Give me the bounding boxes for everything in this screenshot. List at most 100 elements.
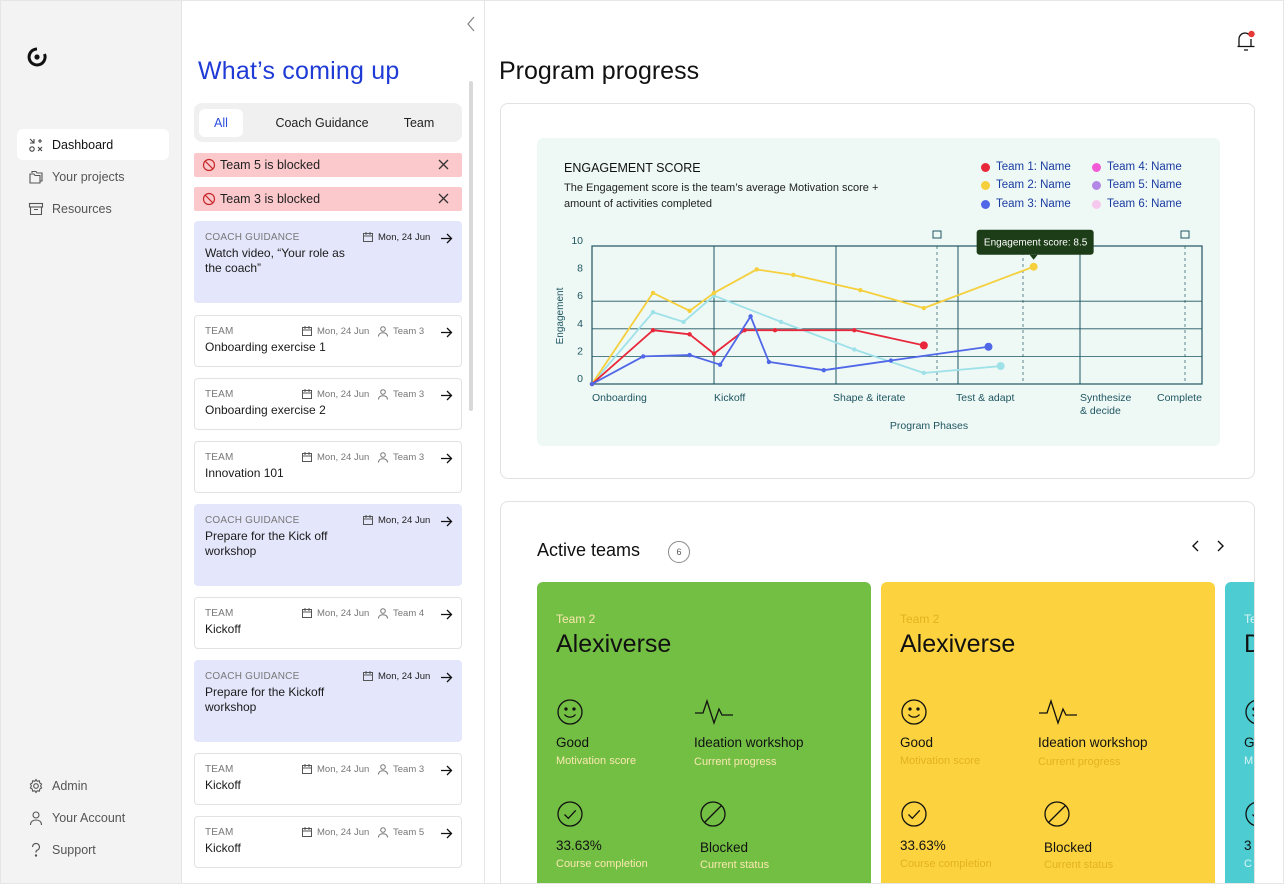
arrow-right-icon[interactable] <box>440 232 453 245</box>
data-point[interactable] <box>921 305 927 311</box>
date-text: Mon, 24 Jun <box>317 763 370 775</box>
tab-coach-guidance[interactable]: Coach Guidance <box>275 116 369 130</box>
coach-guidance-card[interactable]: COACH GUIDANCE Prepare for the Kick off w… <box>194 504 462 586</box>
ban-icon <box>202 158 216 172</box>
tab-all[interactable]: All <box>199 109 243 137</box>
arrow-right-icon[interactable] <box>440 452 453 465</box>
chevron-left-icon[interactable] <box>1189 538 1203 554</box>
coach-guidance-card[interactable]: COACH GUIDANCE Prepare for the Kickoff wo… <box>194 660 462 742</box>
sidebar-item-support[interactable]: Support <box>17 834 169 865</box>
progress-label: Current progress <box>694 756 777 768</box>
data-point[interactable] <box>687 332 692 337</box>
legend-item[interactable]: Team 4: Name <box>1092 161 1182 173</box>
coach-guidance-card[interactable]: COACH GUIDANCE Watch video, “Your role as… <box>194 221 462 303</box>
close-icon[interactable] <box>437 158 450 171</box>
sidebar-item-your-account[interactable]: Your Account <box>17 802 169 833</box>
legend-label: Team 1: Name <box>996 161 1071 173</box>
team-text: Team 3 <box>393 325 425 337</box>
data-point[interactable] <box>641 354 646 359</box>
data-point[interactable] <box>681 319 686 325</box>
series-line[interactable] <box>591 265 1034 385</box>
team-task-card[interactable]: TEAM Onboarding exercise 1 Mon, 24 Jun Team… <box>194 315 462 367</box>
team-task-card[interactable]: TEAM Kickoff Mon, 24 Jun Team 5 <box>194 816 462 868</box>
legend-item[interactable]: Team 3: Name <box>981 198 1071 210</box>
completion-label: Course completion <box>900 858 992 870</box>
team-task-card[interactable]: TEAM Kickoff Mon, 24 Jun Team 3 <box>194 753 462 805</box>
data-point[interactable] <box>1029 262 1038 271</box>
data-point[interactable] <box>791 272 796 278</box>
data-point[interactable] <box>766 359 772 365</box>
data-point[interactable] <box>754 267 759 272</box>
tab-team[interactable]: Team <box>403 116 435 130</box>
team-task-card[interactable]: TEAM Onboarding exercise 2 Mon, 24 Jun Team… <box>194 378 462 430</box>
motivation-value: G <box>1244 735 1255 750</box>
data-point[interactable] <box>858 287 863 293</box>
milestone-icon[interactable] <box>1180 230 1190 239</box>
arrow-right-icon[interactable] <box>440 326 453 339</box>
sidebar-item-resources[interactable]: Resources <box>17 193 169 224</box>
notification-bell-icon[interactable] <box>1235 29 1257 53</box>
sidebar-item-your-projects[interactable]: Your projects <box>17 161 169 192</box>
arrow-right-icon[interactable] <box>440 389 453 402</box>
close-icon[interactable] <box>437 192 450 205</box>
series-line[interactable] <box>591 329 925 385</box>
data-point[interactable] <box>919 341 928 350</box>
y-axis-label: Engagement <box>555 287 566 344</box>
arrow-right-icon[interactable] <box>440 827 453 840</box>
data-point[interactable] <box>921 370 927 376</box>
card-date: Mon, 24 Jun <box>362 231 430 243</box>
data-point[interactable] <box>711 290 717 296</box>
card-date: Mon, 24 Jun <box>362 514 430 526</box>
calendar-icon <box>302 827 312 837</box>
data-point[interactable] <box>711 351 717 356</box>
data-point[interactable] <box>748 314 753 319</box>
sidebar-item-dashboard[interactable]: Dashboard <box>17 129 169 160</box>
legend-label: Team 3: Name <box>996 198 1071 210</box>
data-point[interactable] <box>717 362 723 367</box>
data-point[interactable] <box>852 347 857 352</box>
series-line[interactable] <box>591 315 989 385</box>
x-tick-label: Complete <box>1157 392 1202 404</box>
sidebar-item-admin[interactable]: Admin <box>17 770 169 801</box>
data-point[interactable] <box>996 362 1005 371</box>
milestone-icon[interactable] <box>932 230 942 239</box>
data-point[interactable] <box>778 319 784 325</box>
data-point[interactable] <box>888 358 894 363</box>
arrow-right-icon[interactable] <box>440 515 453 528</box>
folders-icon <box>29 170 43 184</box>
team-name: Alexiverse <box>900 630 1016 658</box>
team-text: Team 5 <box>393 826 425 838</box>
legend-item[interactable]: Team 2: Name <box>981 179 1071 191</box>
panel-scrollbar[interactable] <box>469 81 473 411</box>
data-point[interactable] <box>650 310 656 315</box>
data-point[interactable] <box>772 327 778 333</box>
chevron-right-icon[interactable] <box>1213 538 1227 554</box>
data-point[interactable] <box>589 381 595 387</box>
data-point[interactable] <box>650 290 656 296</box>
card-date: Mon, 24 Jun <box>362 670 430 682</box>
data-point[interactable] <box>984 342 993 351</box>
check-circle-icon <box>900 800 928 828</box>
team-card[interactable]: Team 2 Alexiverse Good Motivation score Idea… <box>881 582 1215 883</box>
series-line[interactable] <box>591 294 1001 385</box>
data-point[interactable] <box>650 327 656 333</box>
arrow-right-icon[interactable] <box>440 671 453 684</box>
data-point[interactable] <box>687 352 692 358</box>
team-card[interactable]: Team 2 Alexiverse Good Motivation score Idea… <box>537 582 871 883</box>
data-point[interactable] <box>687 308 692 314</box>
team-task-card[interactable]: TEAM Innovation 101 Mon, 24 Jun Team 3 <box>194 441 462 493</box>
legend-item[interactable]: Team 6: Name <box>1092 198 1182 210</box>
legend-item[interactable]: Team 1: Name <box>981 161 1071 173</box>
legend-item[interactable]: Team 5: Name <box>1092 179 1182 191</box>
user-icon <box>378 608 388 619</box>
arrow-right-icon[interactable] <box>440 608 453 621</box>
team-card[interactable]: Te D GM 3 C <box>1225 582 1255 883</box>
app-logo-icon[interactable] <box>27 47 47 67</box>
card-title: Innovation 101 <box>205 466 284 480</box>
data-point[interactable] <box>852 327 857 333</box>
legend-swatch <box>1092 199 1101 209</box>
chevron-left-icon[interactable] <box>464 15 478 33</box>
team-task-card[interactable]: TEAM Kickoff Mon, 24 Jun Team 4 <box>194 597 462 649</box>
arrow-right-icon[interactable] <box>440 764 453 777</box>
data-point[interactable] <box>821 368 826 373</box>
